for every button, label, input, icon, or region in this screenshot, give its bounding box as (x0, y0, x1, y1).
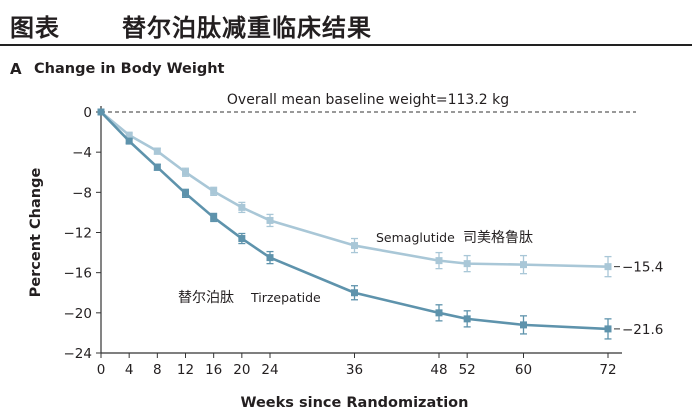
data-point (520, 321, 527, 329)
x-tick-label: 24 (261, 362, 278, 378)
baseline-annotation: Overall mean baseline weight=113.2 kg (227, 92, 509, 108)
x-tick-label: 20 (233, 362, 250, 378)
end-label: −21.6 (622, 322, 663, 338)
data-point (463, 260, 471, 268)
data-point (604, 325, 612, 333)
tirzepatide-label: Tirzepatide (250, 290, 321, 305)
y-axis-title: Percent Change (28, 168, 44, 298)
data-point (210, 187, 218, 195)
tirzepatide-label-cn: 替尔泊肽 (178, 290, 234, 306)
semaglutide-label-cn: 司美格鲁肽 (463, 230, 533, 246)
data-point (125, 137, 133, 145)
series-semaglutide (97, 108, 612, 278)
x-tick-label: 36 (346, 362, 363, 378)
data-point (153, 163, 161, 171)
y-tick-label: −20 (64, 306, 93, 322)
y-tick-label: −8 (72, 185, 92, 201)
y-tick-label: −4 (72, 145, 92, 161)
header-divider (0, 44, 692, 46)
panel-letter: A (10, 60, 22, 78)
series-line (100, 110, 609, 268)
data-point (97, 108, 105, 116)
data-point (210, 213, 218, 221)
data-point (125, 131, 133, 139)
header-title: 替尔泊肽减重临床结果 (122, 14, 372, 42)
header: 图表 替尔泊肽减重临床结果 (0, 0, 692, 50)
data-point (463, 315, 471, 323)
data-point (266, 254, 274, 262)
chart-series-layer (97, 108, 612, 340)
data-point (182, 189, 189, 197)
x-axis-title: Weeks since Randomization (241, 395, 469, 411)
x-tick-label: 8 (153, 362, 162, 378)
data-point (604, 263, 612, 271)
y-tick-label: −12 (64, 226, 93, 242)
data-point (238, 203, 246, 211)
data-point (435, 309, 443, 317)
series-line (100, 111, 609, 331)
data-point (182, 168, 189, 176)
end-label: −15.4 (622, 260, 663, 276)
y-tick-label: −16 (64, 266, 93, 282)
data-point (520, 261, 527, 269)
data-point (238, 235, 246, 243)
x-tick-label: 16 (205, 362, 222, 378)
x-tick-label: 48 (430, 362, 447, 378)
data-point (266, 216, 274, 224)
x-tick-label: 72 (599, 362, 616, 378)
header-label: 图表 (10, 14, 60, 42)
chart-axes: 0−4−8−12−16−20−240 4 8 12 16 20 24 36 48 52 60 72We… (28, 105, 636, 411)
panel-title: Change in Body Weight (34, 61, 225, 77)
y-tick-label: 0 (83, 105, 92, 121)
series-tirzepatide (97, 108, 612, 340)
chart-labels-layer: Overall mean baseline weight=113.2 kg −15… (178, 92, 663, 338)
x-tick-label: 52 (459, 362, 476, 378)
x-tick-label: 0 (97, 362, 106, 378)
y-tick-label: −24 (64, 346, 93, 362)
x-tick-label: 12 (177, 362, 194, 378)
data-point (435, 257, 443, 265)
data-point (351, 289, 358, 297)
semaglutide-label: Semaglutide (376, 230, 455, 245)
data-point (153, 147, 161, 155)
x-tick-label: 60 (515, 362, 532, 378)
data-point (351, 242, 358, 250)
x-tick-label: 4 (125, 362, 134, 378)
